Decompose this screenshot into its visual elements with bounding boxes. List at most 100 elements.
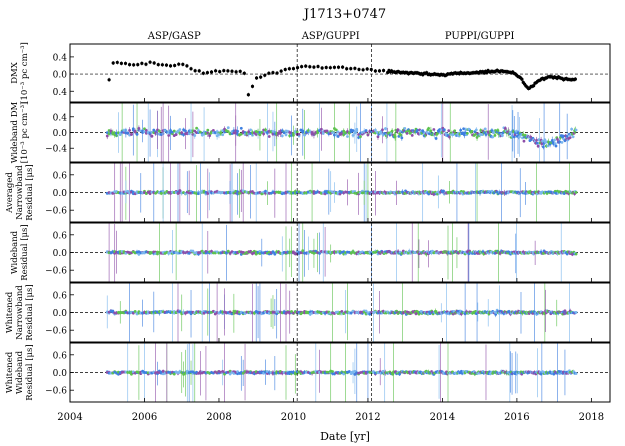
residual-point <box>355 127 359 131</box>
residual-point <box>126 131 130 135</box>
residual-point <box>351 129 355 133</box>
dmx-point <box>328 66 332 70</box>
residual-point <box>442 128 446 132</box>
panel-wbdm: 0.4 0.0 −0.4 Wideband DM [10⁻³ pc cm⁻³] <box>10 101 611 163</box>
residual-point <box>105 134 109 138</box>
dmx-point <box>353 66 357 70</box>
dmx-point <box>189 67 193 71</box>
dmx-point <box>345 67 349 71</box>
dmx-point <box>300 64 304 69</box>
residual-point <box>396 128 400 132</box>
residual-point <box>536 144 540 148</box>
residual-point <box>174 133 178 137</box>
residual-point <box>390 129 394 133</box>
dmx-point <box>127 63 132 67</box>
y-axis-label: Wideband <box>10 230 20 274</box>
residual-point <box>465 132 469 135</box>
residual-point <box>226 126 230 130</box>
residual-point <box>206 192 210 195</box>
residual-point <box>126 189 130 193</box>
residual-point <box>416 128 419 132</box>
residual-point <box>574 252 578 256</box>
residual-point <box>540 142 544 146</box>
dmx-point <box>254 76 259 80</box>
panel-wb: 0.6 0.0 −0.6 Wideband Residual [μs] <box>10 222 611 283</box>
residual-point <box>193 129 197 133</box>
dmx-point <box>218 70 222 74</box>
residual-point <box>184 129 187 133</box>
residual-point <box>197 129 200 132</box>
panel-frame <box>69 43 611 103</box>
y-tick-label: 0.4 <box>53 88 68 98</box>
dmx-point <box>357 67 361 72</box>
residual-point <box>226 130 230 133</box>
residual-point <box>178 128 182 131</box>
residual-point <box>336 134 340 138</box>
residual-point <box>176 130 180 133</box>
residual-point <box>135 132 139 136</box>
residual-point <box>157 129 161 133</box>
residual-point <box>198 130 202 134</box>
residual-point <box>384 127 387 131</box>
residual-point <box>558 140 562 144</box>
panel-data-wbdm <box>70 103 610 162</box>
dmx-point <box>312 65 316 69</box>
residual-point <box>130 132 133 136</box>
residual-point <box>206 128 210 132</box>
residual-point <box>453 129 457 133</box>
y-tick-label: 0.6 <box>53 291 68 301</box>
residual-point <box>359 135 362 138</box>
residual-point <box>195 126 199 130</box>
dmx-point <box>205 70 210 75</box>
residual-point <box>301 249 305 253</box>
residual-point <box>226 249 230 253</box>
residual-point <box>553 142 557 146</box>
residual-point <box>379 131 383 135</box>
residual-point <box>228 310 232 314</box>
dmx-point <box>185 64 189 68</box>
residual-point <box>474 132 477 136</box>
y-tick-label: −0.4 <box>45 145 67 155</box>
residual-point <box>133 310 137 313</box>
residual-point <box>571 135 575 139</box>
residual-point <box>180 131 184 135</box>
y-tick-label: −0.6 <box>45 327 67 337</box>
residual-point <box>334 128 338 132</box>
dmx-point <box>304 64 308 68</box>
dmx-point <box>119 61 123 65</box>
residual-point <box>518 135 521 139</box>
y-tick-label: −0.6 <box>45 207 67 217</box>
residual-point <box>554 144 558 148</box>
residual-point <box>405 131 409 135</box>
residual-point <box>133 129 137 133</box>
residual-point <box>267 135 271 138</box>
residual-point <box>565 135 569 138</box>
residual-point <box>562 134 565 138</box>
dmx-point <box>336 65 341 69</box>
residual-point <box>447 129 451 133</box>
y-tick-label: 0.6 <box>53 171 68 181</box>
residual-point <box>442 189 445 193</box>
residual-point <box>284 133 288 137</box>
dmx-point <box>181 62 185 66</box>
dmx-point <box>271 71 275 75</box>
y-tick-label: 0.0 <box>53 129 68 139</box>
residual-point <box>574 191 578 194</box>
residual-point <box>262 132 266 136</box>
residual-point <box>143 127 146 131</box>
residual-point <box>292 133 295 137</box>
residual-point <box>560 140 564 144</box>
residual-point <box>252 311 256 315</box>
residual-point <box>427 126 431 130</box>
dmx-point <box>164 63 169 67</box>
dmx-point <box>373 69 377 73</box>
residual-point <box>295 130 299 134</box>
residual-point <box>258 133 262 137</box>
residual-point <box>251 190 254 193</box>
residual-point <box>512 135 516 139</box>
residual-point <box>398 129 402 133</box>
dmx-point <box>316 64 320 69</box>
residual-point <box>144 129 148 132</box>
residual-point <box>432 128 436 131</box>
residual-point <box>249 128 253 132</box>
